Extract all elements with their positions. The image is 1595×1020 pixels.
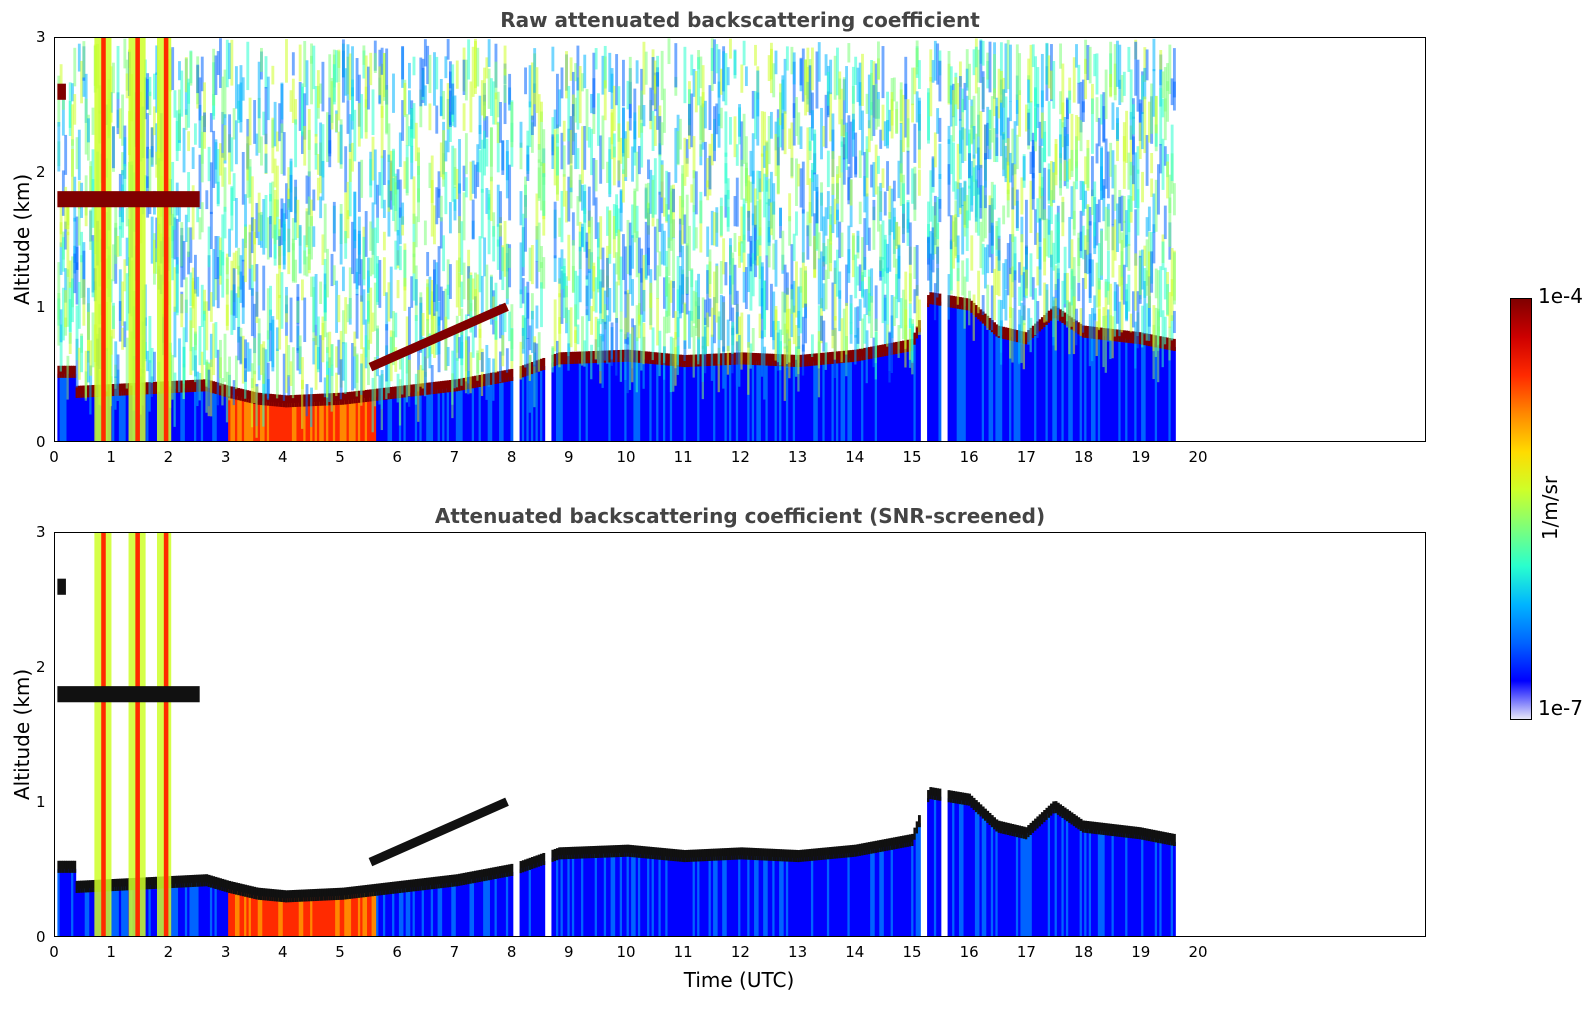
top-panel-title: Raw attenuated backscattering coefficien…: [500, 8, 980, 32]
x-tick-label: 4: [278, 943, 288, 961]
colorbar-min-label: 1e-7: [1538, 696, 1583, 720]
x-tick-label: 2: [163, 448, 174, 466]
x-tick-label: 3: [220, 943, 231, 961]
y-tick-label: 1: [36, 793, 46, 811]
x-tick-label: 10: [616, 943, 636, 961]
colorbar-max-label: 1e-4: [1538, 284, 1583, 308]
colorbar-unit-label: 1/m/sr: [1538, 475, 1562, 541]
x-axis-label: Time (UTC): [683, 968, 795, 992]
x-tick-label: 0: [49, 448, 59, 466]
colorbar: [1510, 298, 1532, 720]
x-tick-label: 5: [335, 448, 345, 466]
y-tick-label: 3: [36, 28, 46, 46]
x-tick-label: 1: [106, 448, 116, 466]
x-tick-label: 18: [1074, 943, 1094, 961]
x-tick-label: 0: [49, 943, 59, 961]
x-tick-label: 16: [959, 943, 979, 961]
heatmap-canvas: [57, 38, 1176, 441]
y-tick-label: 3: [36, 523, 46, 541]
y-tick-label: 0: [36, 433, 46, 451]
heatmap-canvas: [57, 533, 1176, 936]
x-tick-label: 7: [449, 448, 460, 466]
y-tick-label: 1: [36, 298, 46, 316]
x-tick-label: 20: [1188, 448, 1208, 466]
x-tick-label: 20: [1188, 943, 1208, 961]
x-tick-label: 17: [1016, 448, 1036, 466]
bottom-heatmap-plot: [54, 532, 1426, 937]
x-tick-label: 15: [902, 943, 922, 961]
top-y-axis-label: Altitude (km): [10, 173, 34, 305]
y-tick-label: 2: [36, 163, 46, 181]
x-tick-label: 14: [845, 448, 865, 466]
y-tick-label: 2: [36, 658, 46, 676]
x-tick-label: 14: [845, 943, 865, 961]
x-tick-label: 9: [564, 943, 574, 961]
x-tick-label: 13: [788, 448, 808, 466]
x-tick-label: 17: [1016, 943, 1036, 961]
x-tick-label: 11: [673, 448, 693, 466]
x-tick-label: 3: [220, 448, 231, 466]
top-heatmap-plot: [54, 37, 1426, 442]
x-tick-label: 6: [392, 448, 402, 466]
x-tick-label: 8: [506, 943, 517, 961]
x-tick-label: 5: [335, 943, 345, 961]
x-tick-label: 13: [788, 943, 808, 961]
x-tick-label: 10: [616, 448, 636, 466]
x-tick-label: 9: [564, 448, 574, 466]
bottom-panel-title: Attenuated backscattering coefficient (S…: [434, 504, 1046, 528]
x-tick-label: 8: [506, 448, 517, 466]
x-tick-label: 16: [959, 448, 979, 466]
x-tick-label: 18: [1074, 448, 1094, 466]
x-tick-label: 19: [1131, 943, 1151, 961]
backscatter-cells: [57, 38, 1176, 441]
x-tick-label: 15: [902, 448, 922, 466]
x-tick-label: 7: [449, 943, 460, 961]
x-tick-label: 19: [1131, 448, 1151, 466]
backscatter-cells: [57, 533, 1176, 936]
bottom-y-axis-label: Altitude (km): [10, 668, 34, 800]
x-tick-label: 6: [392, 943, 402, 961]
y-tick-label: 0: [36, 928, 46, 946]
x-tick-label: 12: [730, 448, 750, 466]
x-tick-label: 12: [730, 943, 750, 961]
x-tick-label: 11: [673, 943, 693, 961]
x-tick-label: 4: [278, 448, 288, 466]
x-tick-label: 1: [106, 943, 116, 961]
x-tick-label: 2: [163, 943, 174, 961]
